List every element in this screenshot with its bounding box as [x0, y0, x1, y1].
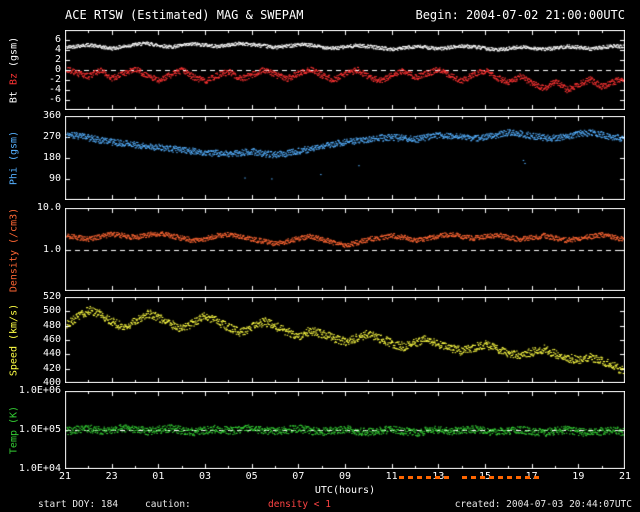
- plot-header: ACE RTSW (Estimated) MAG & SWEPAM Begin:…: [65, 8, 625, 22]
- y-tick-label: 440: [42, 348, 61, 360]
- ylabel-part: (/cm3): [8, 207, 20, 250]
- y-tick-label: 460: [42, 334, 61, 345]
- ylabel-part: Density: [8, 249, 20, 292]
- x-tick-label: 09: [338, 471, 352, 482]
- x-tick-label: 01: [152, 471, 165, 482]
- y-tick-label: 520: [42, 291, 61, 302]
- x-tick-label: 21: [58, 471, 72, 482]
- panel-phi-plot-area: [65, 116, 625, 200]
- y-tick-label: 1.0E+04: [18, 463, 61, 474]
- y-tick-label: 4: [54, 44, 61, 55]
- y-tick-label: 360: [42, 110, 61, 121]
- y-tick-label: 1.0E+06: [18, 385, 61, 396]
- panel-temp-plot-area: [65, 391, 625, 469]
- caution-label: caution:: [145, 499, 191, 510]
- y-tick-label: 180: [42, 152, 61, 163]
- y-tick-label: -2: [48, 74, 61, 85]
- y-tick-label: -4: [48, 84, 61, 95]
- density-caution-label: density < 1: [268, 499, 331, 510]
- y-tick-label: 2: [54, 54, 61, 65]
- panel-density-plot-area: [65, 208, 625, 291]
- y-tick-label: 1.0: [42, 243, 61, 255]
- y-tick-label: 90: [48, 173, 61, 184]
- x-tick-label: 03: [198, 471, 212, 482]
- y-tick-label: 6: [54, 34, 61, 45]
- x-tick-label: 05: [245, 471, 258, 482]
- caution-interval-marker: [398, 476, 453, 479]
- x-tick-label: 11: [385, 471, 398, 482]
- begin-timestamp: Begin: 2004-07-02 21:00:00UTC: [415, 8, 625, 22]
- x-tick-label: 23: [105, 471, 118, 482]
- panel-speed-plot-area: [65, 297, 625, 383]
- caution-interval-marker: [461, 476, 539, 479]
- y-tick-label: -6: [48, 94, 61, 105]
- y-tick-label: 10.0: [36, 202, 61, 213]
- y-tick-label: 480: [42, 319, 61, 331]
- panel-bt-bz-plot-area: [65, 30, 625, 110]
- start-doy-label: start DOY: 184: [38, 499, 119, 510]
- y-tick-label: 270: [42, 131, 61, 142]
- y-tick-label: 1.0E+05: [18, 424, 61, 435]
- plot-title: ACE RTSW (Estimated) MAG & SWEPAM: [65, 8, 304, 22]
- y-tick-label: 0: [54, 64, 61, 75]
- y-tick-label: 420: [42, 362, 61, 374]
- x-tick-label: 19: [572, 471, 585, 482]
- y-tick-label: 500: [42, 305, 61, 317]
- y-tick-label: 400: [42, 377, 61, 388]
- x-tick-label: 07: [292, 471, 305, 482]
- created-timestamp: created: 2004-07-03 20:44:07UTC: [454, 499, 632, 510]
- x-axis-title: UTC(hours): [314, 485, 376, 496]
- x-tick-label: 21: [618, 471, 632, 482]
